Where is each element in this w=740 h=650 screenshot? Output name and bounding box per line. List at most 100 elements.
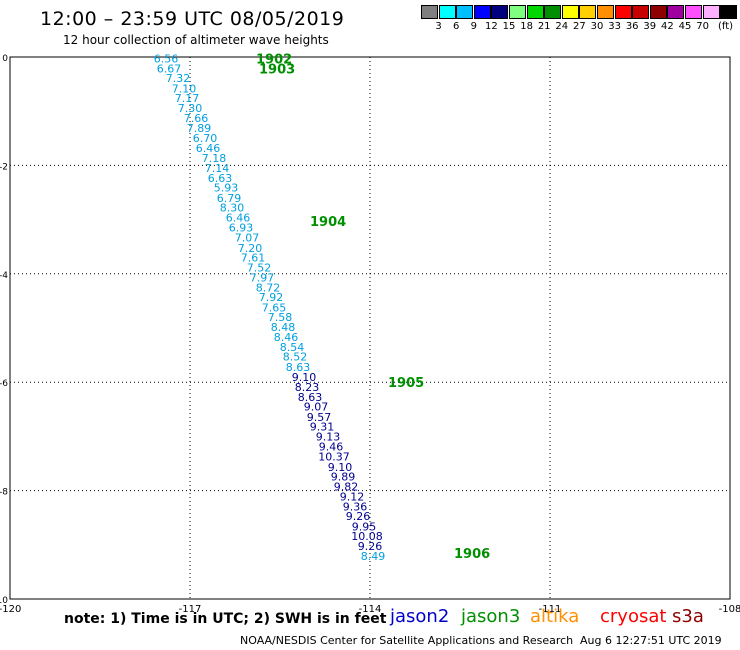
page-title: 12:00 – 23:59 UTC 08/05/2019 <box>40 8 345 30</box>
legend-swatch <box>720 5 738 19</box>
legend-unit: (ft) <box>718 21 734 32</box>
swh-value-label: 7.61 <box>241 252 266 265</box>
footnote: note: 1) Time is in UTC; 2) SWH is in fe… <box>64 611 387 627</box>
swh-value-label: 7.58 <box>268 311 293 324</box>
legend-label: 3 <box>435 21 442 32</box>
swh-value-label: 10.08 <box>351 530 383 543</box>
swh-value-label: 7.07 <box>235 231 260 244</box>
y-tick-label: 0 <box>2 54 8 64</box>
legend-swatch <box>597 5 614 19</box>
legend-swatch <box>509 5 526 19</box>
x-tick-label: -111 <box>539 604 562 615</box>
legend-label: 9 <box>470 21 477 32</box>
time-label: 1903 <box>259 62 295 77</box>
swh-value-label: 6.46 <box>196 142 221 155</box>
legend-swatch <box>649 5 667 19</box>
y-tick-label: -4 <box>0 271 8 281</box>
swh-value-label: 9.07 <box>304 401 329 414</box>
x-tick-label: -117 <box>179 604 202 615</box>
swh-value-label: 6.93 <box>229 222 254 235</box>
legend-label: 12 <box>485 21 498 32</box>
legend-label: 33 <box>608 21 621 32</box>
swh-value-label: 8.49 <box>361 550 386 563</box>
swh-value-label: 8.72 <box>256 281 281 294</box>
swh-value-label: 7.10 <box>172 82 197 95</box>
legend-label: 42 <box>661 21 674 32</box>
legend-label: 18 <box>520 21 533 32</box>
timestamp-text: Aug 6 12:27:51 UTC 2019 <box>580 634 722 647</box>
swh-value-label: 10.37 <box>318 450 350 463</box>
x-tick-label: -114 <box>359 604 382 615</box>
swh-value-label: 7.89 <box>187 122 212 135</box>
legend-swatch <box>544 5 562 19</box>
satellite-label-jason3: jason3 <box>461 606 521 627</box>
legend-swatch <box>702 5 720 19</box>
swh-value-label: 9.26 <box>358 540 383 553</box>
swh-value-label: 7.66 <box>184 112 209 125</box>
legend-label: 36 <box>625 21 639 32</box>
swh-value-label: 6.79 <box>217 192 242 205</box>
time-label: 1902 <box>256 53 292 68</box>
swh-value-label: 8.23 <box>295 381 320 394</box>
legend-swatch <box>614 5 632 19</box>
legend-label: 21 <box>537 21 551 32</box>
legend-swatch <box>579 5 597 19</box>
legend-swatch <box>456 5 474 19</box>
swh-value-label: 7.18 <box>202 152 227 165</box>
legend-label: 15 <box>502 21 516 32</box>
legend-label: 30 <box>590 21 604 32</box>
legend-swatch <box>491 5 509 19</box>
swh-value-label: 8.46 <box>274 331 299 344</box>
swh-value-label: 7.52 <box>247 261 272 274</box>
legend-label: 70 <box>696 21 709 32</box>
swh-value-label: 6.70 <box>193 132 218 145</box>
swh-value-label: 8.52 <box>283 351 308 364</box>
time-label: 1905 <box>388 376 424 391</box>
x-tick-label: -120 <box>0 604 21 615</box>
swh-value-label: 6.63 <box>208 172 233 185</box>
swh-value-label: 7.92 <box>259 291 284 304</box>
legend-swatch <box>685 5 702 19</box>
swh-value-label: 7.32 <box>166 72 191 85</box>
x-tick-label: -108 <box>719 604 740 615</box>
y-tick-label: -6 <box>0 379 8 389</box>
swh-value-label: 9.26 <box>346 510 371 523</box>
legend-label: 24 <box>555 21 569 32</box>
swh-value-label: 7.97 <box>250 272 275 285</box>
swh-value-label: 9.12 <box>340 491 365 504</box>
swh-value-label: 8.54 <box>280 341 305 354</box>
legend-swatch <box>473 5 491 19</box>
legend-swatch <box>632 5 650 19</box>
swh-value-label: 7.14 <box>205 162 230 175</box>
swh-value-label: 9.89 <box>331 471 356 484</box>
legend-swatch <box>561 5 579 19</box>
swh-value-label: 5.93 <box>214 182 239 195</box>
swh-value-label: 7.30 <box>178 102 203 115</box>
time-label: 1906 <box>454 547 490 562</box>
swh-value-label: 6.67 <box>157 62 182 75</box>
swh-value-label: 6.56 <box>154 53 179 66</box>
swh-value-label: 9.13 <box>316 430 341 443</box>
swh-value-label: 8.48 <box>271 321 296 334</box>
satellite-label-altika: altika <box>530 606 580 627</box>
swh-value-label: 8.63 <box>286 361 311 374</box>
swh-value-label: 9.36 <box>343 500 368 513</box>
satellite-label-cryosat: cryosat <box>600 606 667 627</box>
y-tick-label: -8 <box>0 488 8 498</box>
time-label: 1904 <box>310 215 346 230</box>
swh-value-label: 7.20 <box>238 242 263 255</box>
swh-value-label: 9.82 <box>334 480 359 493</box>
legend-swatch <box>438 5 456 19</box>
legend-swatch <box>526 5 544 19</box>
swh-value-label: 7.17 <box>175 92 200 105</box>
swh-value-label: 9.10 <box>328 461 353 474</box>
swh-value-label: 9.10 <box>292 371 317 384</box>
swh-value-label: 9.31 <box>310 421 335 434</box>
y-tick-label: -2 <box>0 162 8 172</box>
legend-label: 27 <box>573 21 586 32</box>
legend-label: 6 <box>453 21 460 32</box>
swh-value-label: 9.95 <box>352 520 377 533</box>
swh-value-label: 7.65 <box>262 301 287 314</box>
y-tick-label: -10 <box>0 596 8 606</box>
